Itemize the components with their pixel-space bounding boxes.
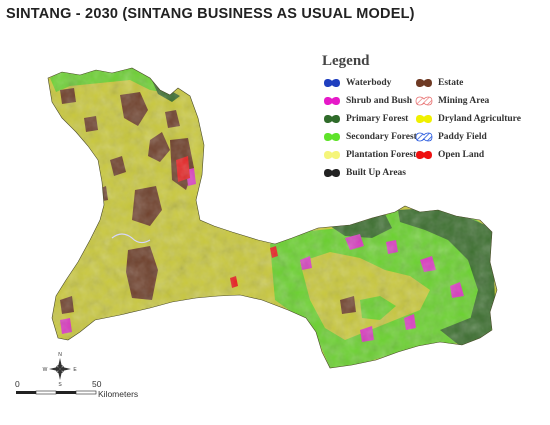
compass-north-label: N (58, 352, 62, 358)
built-up-swatch-icon (324, 169, 340, 177)
secondary-forest-swatch-icon (324, 133, 340, 141)
dryland-swatch-icon (416, 115, 432, 123)
plantation-forest-swatch-icon (324, 151, 340, 159)
legend-label: Mining Area (438, 96, 490, 106)
legend-label: Open Land (438, 150, 485, 160)
scale-bar-group: N S W E 0 50 Kilometers (10, 352, 170, 402)
legend-label: Shrub and Bush (346, 96, 413, 106)
waterbody-swatch-icon (324, 79, 340, 87)
compass-south-label: S (58, 382, 62, 388)
legend-label: Estate (438, 78, 464, 88)
estate-swatch-icon (416, 79, 432, 87)
legend-box: Legend Waterbody Shrub and Bush Primary … (318, 53, 523, 178)
legend-title: Legend (322, 53, 370, 69)
compass-icon: N S W E (43, 352, 78, 388)
legend-label: Primary Forest (346, 114, 409, 124)
scale-end-label: 50 (92, 379, 102, 389)
paddy-swatch-icon (415, 132, 433, 142)
legend-label: Paddy Field (438, 132, 487, 142)
legend-label: Plantation Forest (346, 150, 417, 160)
legend-label: Built Up Areas (346, 168, 407, 178)
compass-west-label: W (43, 367, 48, 373)
legend-label: Dryland Agriculture (438, 114, 521, 124)
open-land-swatch-icon (416, 151, 432, 159)
mining-swatch-icon (415, 96, 433, 106)
scale-unit-label: Kilometers (98, 389, 139, 399)
legend-label: Waterbody (346, 78, 392, 88)
river-line (111, 233, 151, 244)
primary-forest-swatch-icon (324, 115, 340, 123)
compass-east-label: E (73, 367, 77, 373)
legend-label: Secondary Forest (346, 132, 417, 142)
shrub-swatch-icon (324, 97, 340, 105)
map-title: SINTANG - 2030 (SINTANG BUSINESS AS USUA… (6, 6, 415, 22)
scale-bar (16, 390, 97, 395)
scale-start-label: 0 (15, 379, 20, 389)
compass-and-scale: N S W E (16, 352, 97, 395)
